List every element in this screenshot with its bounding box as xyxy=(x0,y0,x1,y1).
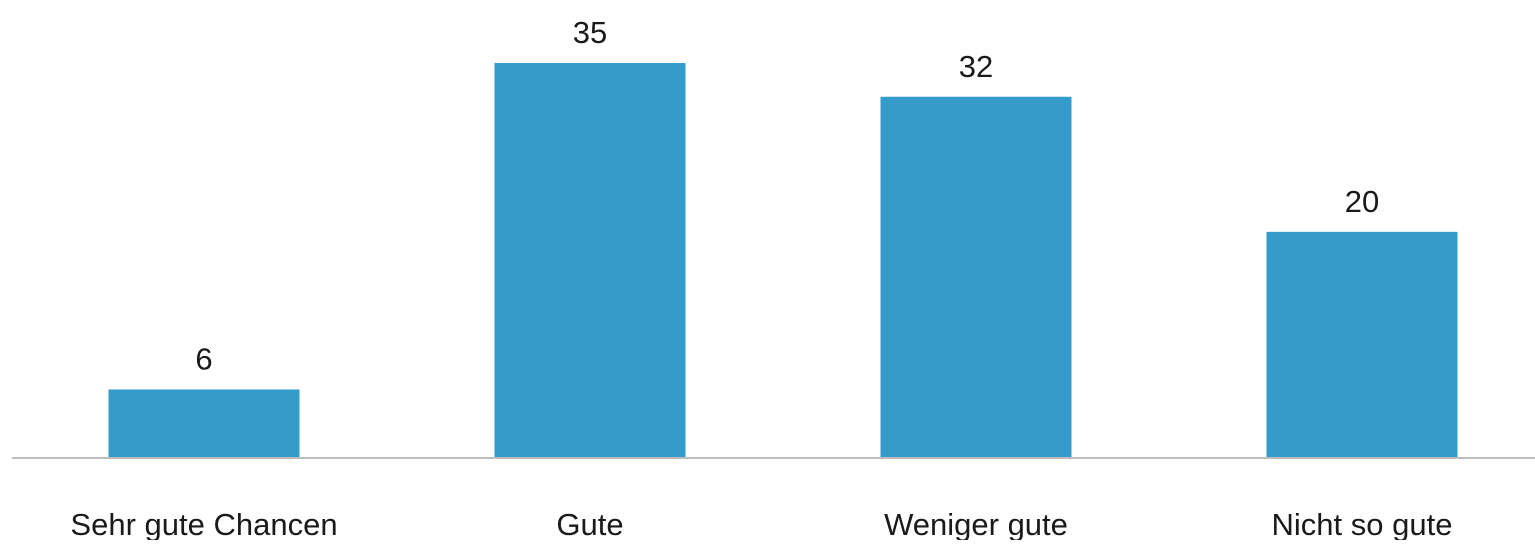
data-label-1: 6 xyxy=(195,341,212,376)
x-tick-label-1: Sehr gute Chancen xyxy=(70,507,337,540)
bars-layer xyxy=(108,63,1458,458)
x-tick-label-4: Nicht so gute xyxy=(1272,507,1453,540)
bar-1 xyxy=(108,389,300,457)
x-tick-label-2: Gute xyxy=(556,507,623,540)
bar-4 xyxy=(1266,231,1458,457)
data-label-3: 32 xyxy=(959,49,993,84)
data-label-2: 35 xyxy=(573,15,607,50)
data-label-4: 20 xyxy=(1345,184,1379,219)
x-tick-labels-layer: Sehr gute Chancen Gute Weniger gute Nicht s… xyxy=(70,507,1453,542)
x-tick-label-3: Weniger gute xyxy=(884,507,1068,540)
bar-2 xyxy=(494,63,686,457)
data-labels-layer: 6 35 32 20 xyxy=(195,15,1379,376)
bar-3 xyxy=(880,96,1072,458)
